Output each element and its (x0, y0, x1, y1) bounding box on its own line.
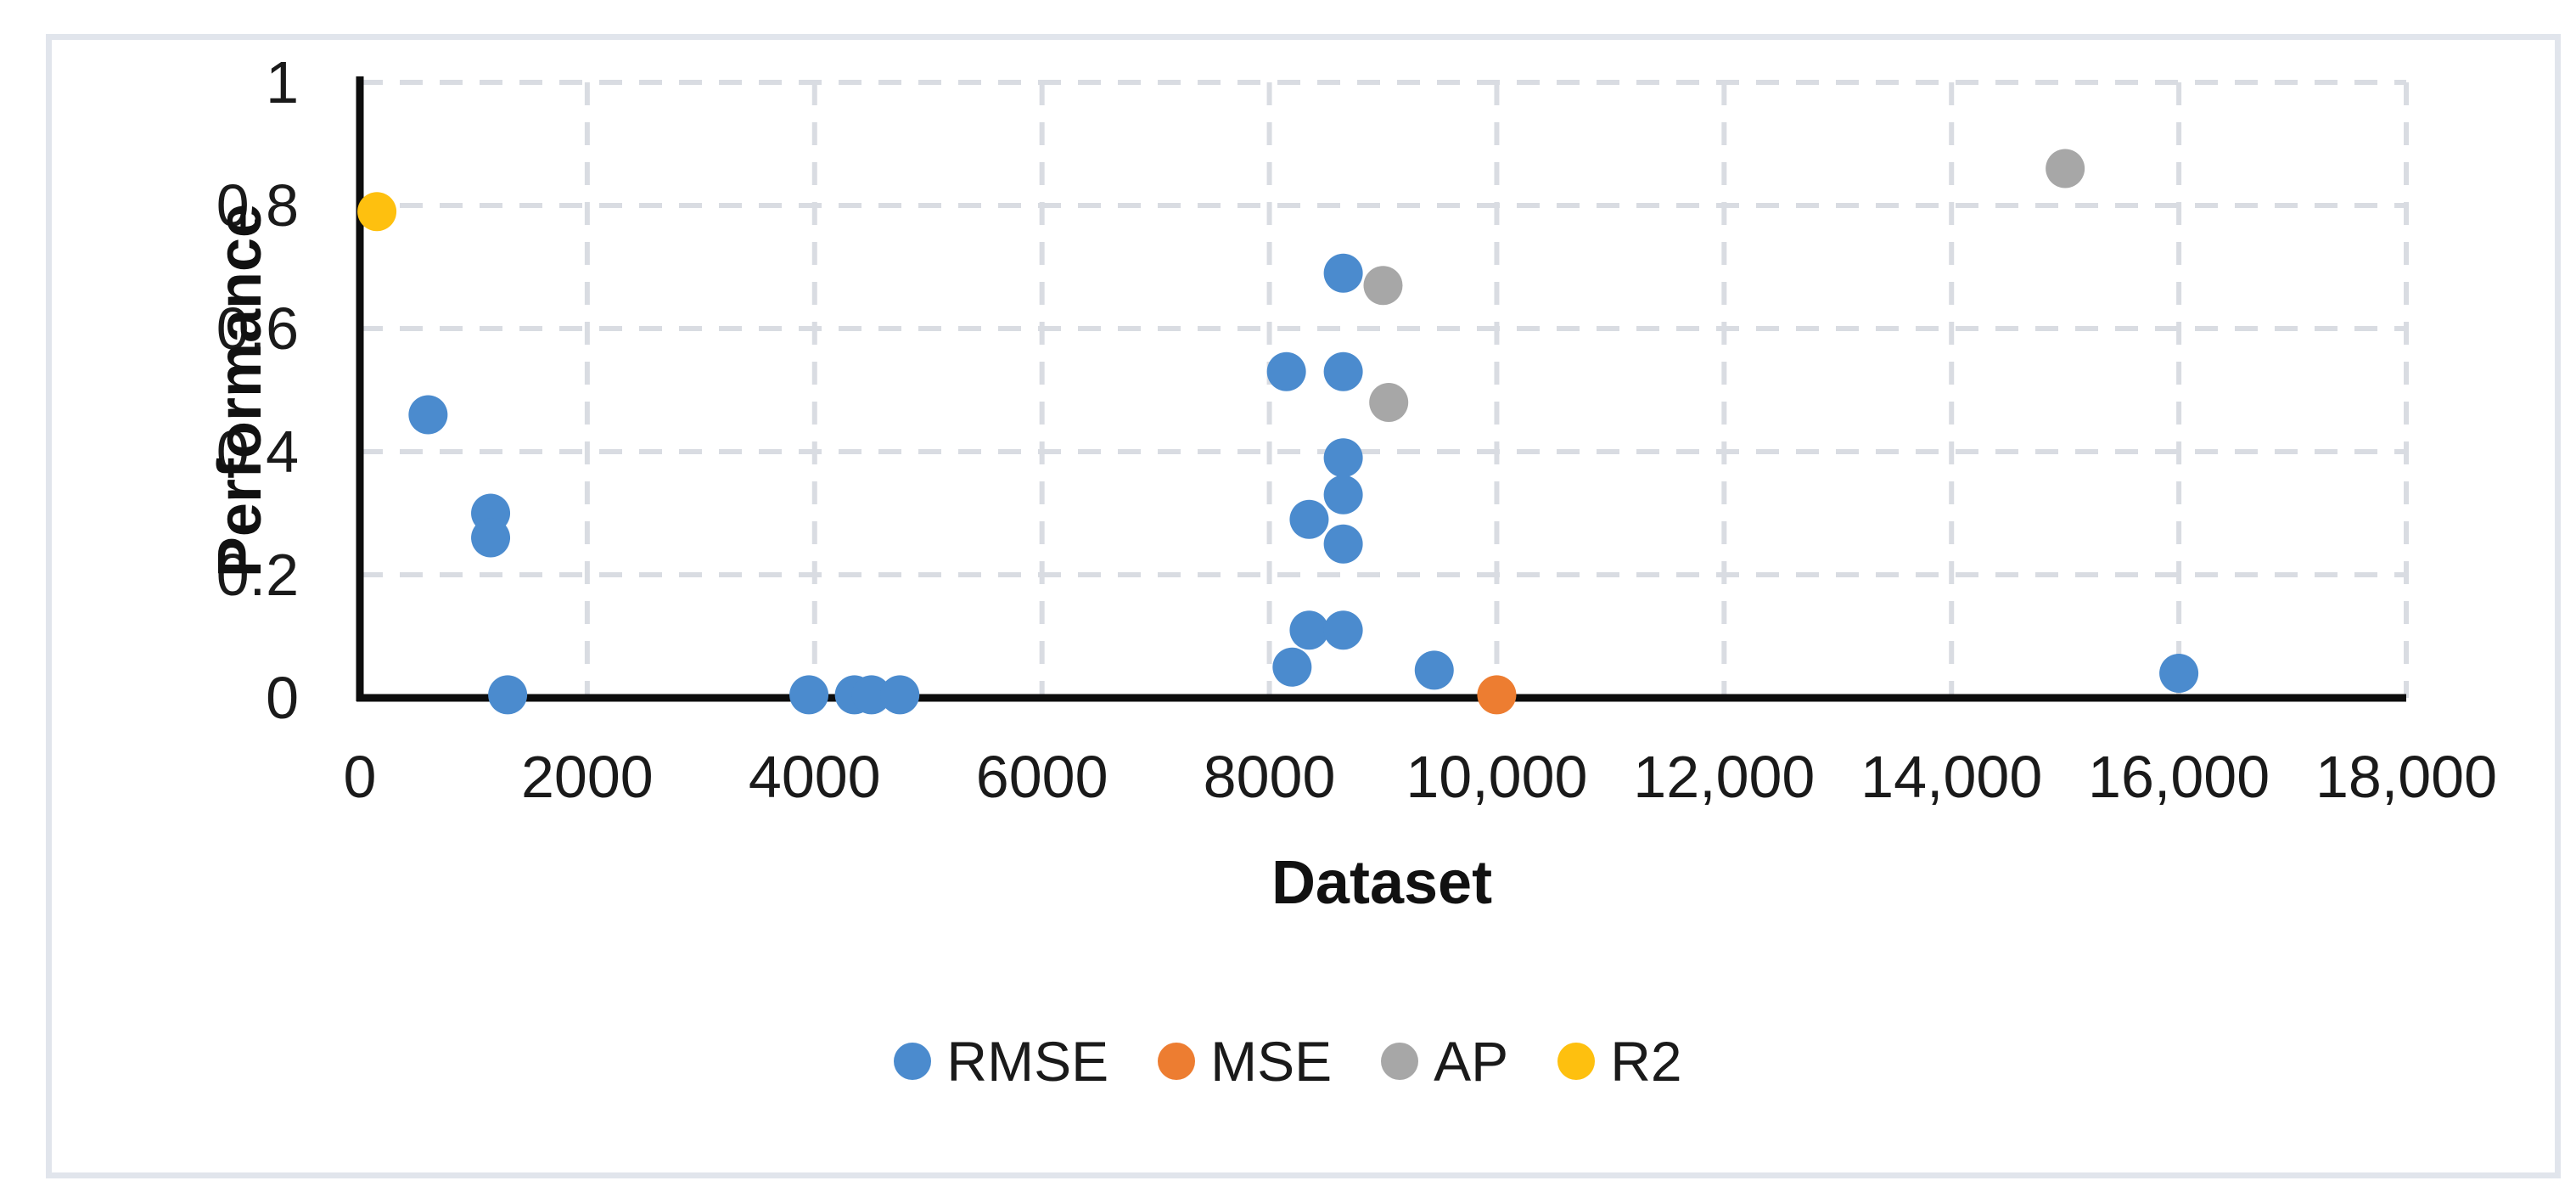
y-tick-label-0: 0 (266, 665, 299, 731)
x-tick-label-14,000: 14,000 (1860, 744, 2043, 810)
legend-item-RMSE: RMSE (894, 1029, 1108, 1094)
data-point-RMSE (789, 675, 829, 715)
legend-item-AP: AP (1381, 1029, 1508, 1094)
x-tick-label-4000: 4000 (748, 744, 881, 810)
legend-label-AP: AP (1434, 1030, 1509, 1093)
legend: RMSE MSE AP R2 (0, 1029, 2576, 1094)
data-point-RMSE (1289, 499, 1329, 539)
legend-label-MSE: MSE (1210, 1030, 1333, 1093)
x-tick-label-2000: 2000 (521, 744, 654, 810)
y-tick-label-0.2: 0.2 (216, 542, 299, 608)
data-point-RMSE (1266, 351, 1306, 391)
data-point-RMSE (1272, 647, 1312, 687)
y-axis-title: Performance (205, 204, 275, 577)
x-tick-label-10,000: 10,000 (1406, 744, 1588, 810)
data-point-RMSE (1414, 650, 1454, 690)
data-point-RMSE (851, 675, 891, 715)
data-point-RMSE (880, 675, 920, 715)
y-tick-label-0.8: 0.8 (216, 172, 299, 239)
y-tick-label-1: 1 (266, 49, 299, 115)
data-point-AP (1363, 266, 1403, 306)
data-point-RMSE (1323, 524, 1363, 564)
data-point-RMSE (1323, 438, 1363, 478)
legend-label-RMSE: RMSE (946, 1030, 1109, 1093)
data-point-RMSE (1323, 351, 1363, 391)
data-point-RMSE (1289, 610, 1329, 650)
y-tick-label-0.6: 0.6 (216, 295, 299, 362)
data-point-RMSE (408, 395, 448, 435)
x-tick-label-6000: 6000 (975, 744, 1108, 810)
x-tick-label-12,000: 12,000 (1633, 744, 1816, 810)
figure-border (46, 34, 2561, 1178)
data-point-RMSE (488, 675, 528, 715)
x-tick-label-8000: 8000 (1203, 744, 1336, 810)
data-point-RMSE (1323, 253, 1363, 293)
data-point-RMSE (1323, 475, 1363, 514)
x-axis-title-text: Dataset (1271, 849, 1493, 917)
legend-marker-icon-RMSE (894, 1043, 932, 1080)
legend-marker-icon-R2 (1557, 1043, 1596, 1080)
y-tick-label-0.4: 0.4 (216, 419, 299, 485)
x-axis-title: Dataset (1271, 848, 1492, 918)
data-point-RMSE (2159, 654, 2199, 693)
legend-label-R2: R2 (1610, 1030, 1682, 1093)
data-point-AP (1369, 383, 1409, 422)
y-axis-title-text: Performance (206, 203, 274, 578)
legend-item-MSE: MSE (1158, 1029, 1332, 1094)
data-point-R2 (357, 192, 397, 232)
data-point-RMSE (471, 518, 511, 558)
x-tick-label-16,000: 16,000 (2088, 744, 2270, 810)
data-point-AP (2046, 149, 2085, 188)
legend-marker-icon-AP (1381, 1043, 1419, 1080)
x-tick-label-18,000: 18,000 (2315, 744, 2498, 810)
data-point-MSE (1477, 675, 1517, 715)
legend-marker-icon-MSE (1158, 1043, 1196, 1080)
data-point-RMSE (1323, 610, 1363, 650)
x-tick-label-0: 0 (343, 744, 377, 810)
legend-item-R2: R2 (1557, 1029, 1682, 1094)
